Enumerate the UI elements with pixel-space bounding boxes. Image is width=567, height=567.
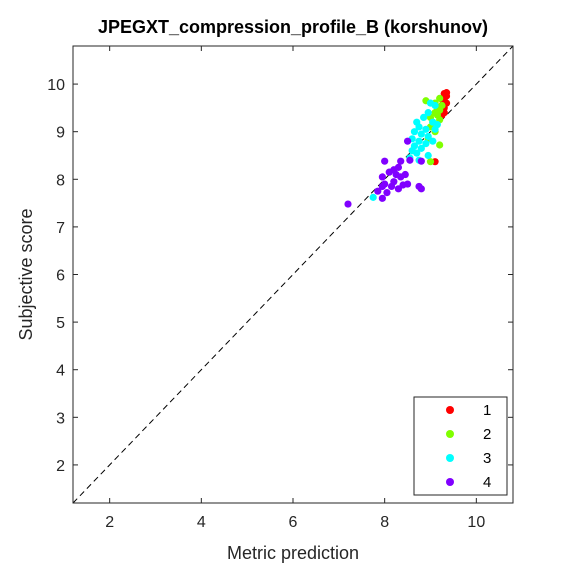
x-tick-label: 6	[289, 514, 298, 531]
x-axis-label: Metric prediction	[227, 543, 359, 563]
data-point	[378, 194, 386, 202]
data-point	[403, 137, 412, 145]
data-point	[424, 132, 432, 141]
data-point	[429, 137, 437, 145]
legend-label: 2	[483, 426, 491, 443]
data-point	[417, 185, 425, 193]
data-point	[431, 125, 439, 133]
data-point	[406, 156, 414, 164]
data-point	[378, 173, 386, 181]
series-4	[344, 137, 425, 208]
data-point	[436, 94, 444, 102]
data-point	[383, 189, 391, 197]
x-tick-label: 10	[467, 514, 485, 531]
data-point	[390, 178, 398, 186]
diagonal-reference-line	[72, 45, 514, 504]
data-point	[410, 128, 419, 136]
chart-title: JPEGXT_compression_profile_B (korshunov)	[98, 17, 488, 37]
legend-label: 1	[483, 402, 491, 419]
data-point	[417, 130, 425, 138]
data-point	[436, 141, 444, 149]
data-point	[378, 182, 386, 191]
y-tick-label: 9	[56, 125, 65, 142]
data-point	[431, 101, 439, 110]
data-point	[415, 123, 423, 131]
y-tick-label: 7	[56, 220, 65, 237]
data-point	[424, 109, 432, 117]
y-tick-label: 10	[47, 77, 65, 94]
y-tick-label: 5	[56, 315, 65, 332]
data-point	[442, 89, 451, 97]
legend-marker-2	[446, 430, 454, 438]
x-tick-label: 2	[105, 514, 114, 531]
data-point	[426, 158, 435, 166]
legend-label: 4	[483, 474, 491, 491]
y-tick-label: 3	[56, 410, 65, 427]
legend-marker-4	[446, 478, 454, 486]
data-point	[390, 166, 398, 174]
data-point	[344, 200, 352, 208]
x-tick-label: 8	[380, 514, 389, 531]
data-point	[422, 139, 430, 148]
data-point	[374, 187, 382, 195]
data-point	[422, 125, 430, 133]
y-axis-label: Subjective score	[16, 208, 36, 340]
data-point	[415, 137, 423, 145]
legend-marker-3	[446, 454, 454, 462]
data-point	[401, 170, 409, 179]
data-point	[424, 151, 432, 160]
y-tick-label: 6	[56, 268, 65, 285]
legend: 1 2 3 4	[413, 396, 508, 496]
data-point	[397, 157, 405, 165]
data-point	[403, 180, 412, 188]
y-tick-label: 2	[56, 458, 65, 475]
y-tick-label: 8	[56, 172, 65, 189]
data-point	[369, 193, 377, 201]
legend-label: 3	[483, 450, 491, 467]
x-tick-label: 4	[197, 514, 206, 531]
legend-box	[413, 396, 508, 496]
data-point	[417, 144, 425, 152]
data-point	[413, 149, 421, 157]
data-point	[420, 113, 428, 122]
legend-marker-1	[446, 406, 454, 414]
plot-area: 2 4 6 8 10 2 3 4 5 6 7 8 9 10	[47, 45, 514, 531]
data-point	[381, 157, 389, 165]
data-point	[438, 101, 446, 110]
data-point	[417, 157, 425, 165]
y-tick-label: 4	[56, 363, 65, 380]
